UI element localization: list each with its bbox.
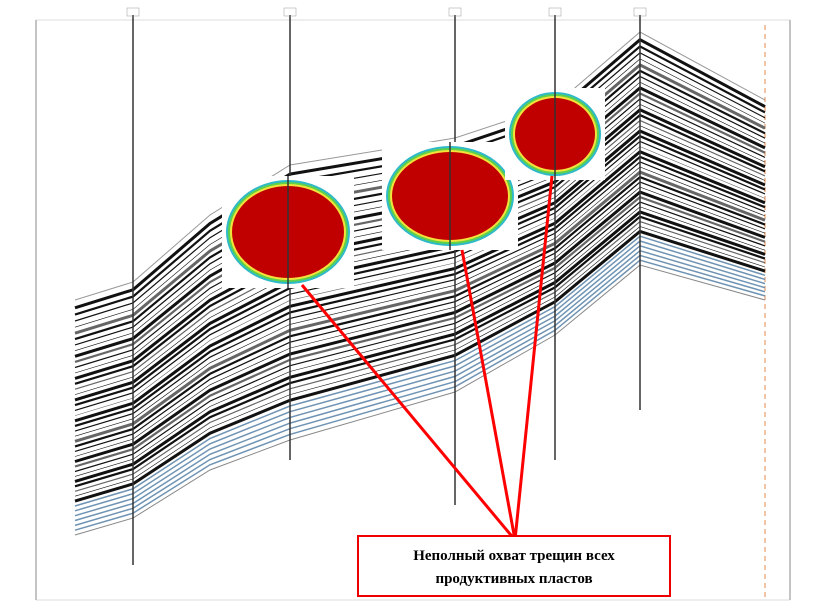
annotation-box: [358, 536, 670, 596]
page: Неполный охват трещин всех продуктивных …: [0, 0, 822, 612]
annotation-text: продуктивных пластов: [435, 571, 592, 587]
cross-section: Неполный охват трещин всех продуктивных …: [0, 0, 822, 612]
annotation-text: Неполный охват трещин всех: [413, 548, 615, 564]
